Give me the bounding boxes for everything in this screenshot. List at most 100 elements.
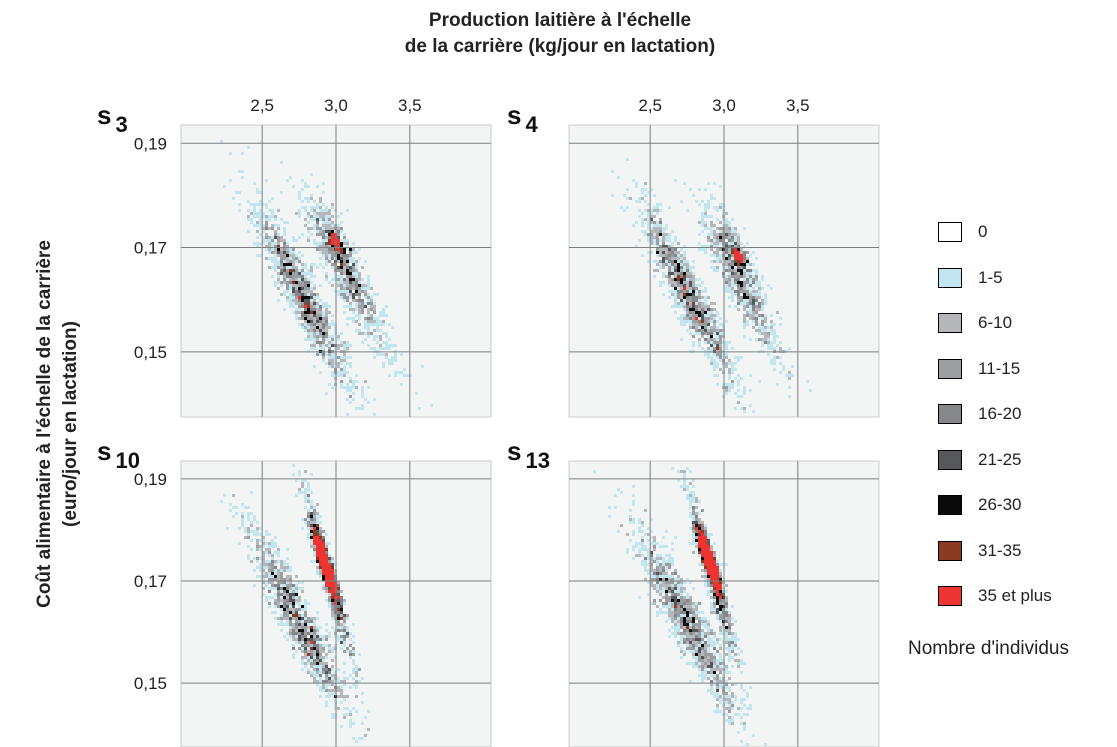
density-cell <box>322 311 325 314</box>
density-cell <box>304 665 307 668</box>
density-cell <box>740 287 743 290</box>
density-cell <box>310 620 313 623</box>
density-cell <box>271 584 274 587</box>
density-cell <box>313 644 316 647</box>
density-cell <box>641 548 644 551</box>
density-cell <box>295 623 298 626</box>
density-cell <box>728 284 731 287</box>
density-cell <box>259 212 262 215</box>
density-cell <box>319 326 322 329</box>
density-cell <box>346 260 349 263</box>
density-cell <box>328 554 331 557</box>
density-cell <box>707 320 710 323</box>
density-cell <box>701 305 704 308</box>
density-cell <box>364 332 367 335</box>
density-cell <box>647 233 650 236</box>
density-cell <box>313 317 316 320</box>
density-cell <box>704 311 707 314</box>
density-cell <box>701 311 704 314</box>
density-cell <box>328 590 331 593</box>
density-cell <box>656 203 659 206</box>
density-cell <box>286 584 289 587</box>
density-cell <box>734 254 737 257</box>
density-cell <box>737 731 740 734</box>
density-cell <box>328 644 331 647</box>
density-cell <box>716 584 719 587</box>
density-cell <box>265 236 268 239</box>
density-cell <box>704 212 707 215</box>
density-cell <box>758 308 761 311</box>
density-cell <box>292 464 295 467</box>
density-cell <box>671 602 674 605</box>
density-cell <box>677 257 680 260</box>
density-cell <box>710 227 713 230</box>
density-cell <box>650 218 653 221</box>
density-cell <box>710 671 713 674</box>
density-cell <box>337 695 340 698</box>
density-cell <box>701 560 704 563</box>
density-cell <box>307 200 310 203</box>
density-cell <box>782 368 785 371</box>
density-cell <box>635 200 638 203</box>
density-cell <box>301 635 304 638</box>
density-cell <box>358 311 361 314</box>
density-cell <box>289 272 292 275</box>
density-cell <box>662 605 665 608</box>
density-cell <box>304 656 307 659</box>
density-cell <box>256 230 259 233</box>
density-cell <box>340 596 343 599</box>
density-cell <box>259 191 262 194</box>
density-cell <box>665 599 668 602</box>
density-cell <box>322 320 325 323</box>
density-cell <box>292 647 295 650</box>
density-cell <box>659 281 662 284</box>
density-cell <box>331 584 334 587</box>
density-cell <box>298 251 301 254</box>
density-cell <box>307 305 310 308</box>
density-cell <box>325 326 328 329</box>
density-cell <box>358 737 361 740</box>
density-cell <box>668 587 671 590</box>
density-cell <box>277 596 280 599</box>
density-cell <box>319 563 322 566</box>
density-cell <box>719 602 722 605</box>
density-cell <box>313 242 316 245</box>
density-cell <box>728 644 731 647</box>
density-cell <box>743 407 746 410</box>
density-cell <box>752 734 755 737</box>
density-cell <box>316 668 319 671</box>
density-cell <box>674 635 677 638</box>
density-cell <box>310 539 313 542</box>
density-cell <box>259 575 262 578</box>
density-cell <box>316 518 319 521</box>
density-cell <box>349 674 352 677</box>
density-cell <box>307 317 310 320</box>
density-cell <box>337 668 340 671</box>
density-cell <box>325 554 328 557</box>
density-cell <box>304 329 307 332</box>
density-cell <box>761 287 764 290</box>
density-cell <box>680 611 683 614</box>
density-cell <box>352 707 355 710</box>
density-cell <box>295 266 298 269</box>
density-cell <box>707 644 710 647</box>
density-cell <box>316 659 319 662</box>
density-cell <box>298 323 301 326</box>
density-cell <box>719 344 722 347</box>
density-cell <box>247 536 250 539</box>
density-cell <box>701 248 704 251</box>
density-cell <box>253 224 256 227</box>
density-cell <box>319 347 322 350</box>
density-cell <box>304 263 307 266</box>
density-cell <box>316 554 319 557</box>
density-cell <box>247 506 250 509</box>
density-cell <box>686 641 689 644</box>
density-cell <box>337 371 340 374</box>
grid-lines <box>569 461 879 747</box>
density-cell <box>322 242 325 245</box>
density-cell <box>331 248 334 251</box>
density-cell <box>731 278 734 281</box>
density-cell <box>689 317 692 320</box>
density-cell <box>298 296 301 299</box>
